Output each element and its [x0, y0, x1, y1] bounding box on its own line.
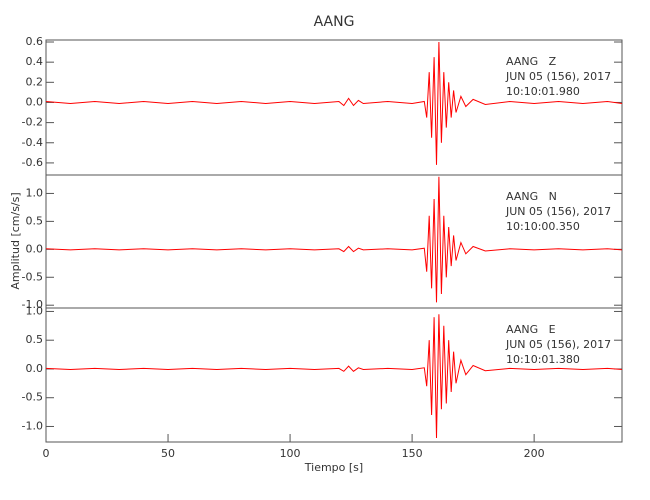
y-axis-label: Amplitud [cm/s/s] — [9, 192, 22, 289]
annotation: 10:10:00.350 — [506, 220, 580, 233]
y-tick-label: -0.6 — [22, 156, 43, 169]
y-tick-label: 0.0 — [26, 95, 44, 108]
y-tick-label: -0.4 — [22, 136, 43, 149]
annotation: JUN 05 (156), 2017 — [505, 70, 611, 83]
annotation: 10:10:01.380 — [506, 353, 580, 366]
annotation: AANG Z — [506, 55, 557, 68]
annotation: JUN 05 (156), 2017 — [505, 205, 611, 218]
annotation: 10:10:01.980 — [506, 85, 580, 98]
y-tick-label: -1.0 — [22, 298, 43, 311]
y-tick-label: -0.2 — [22, 116, 43, 129]
y-tick-label: 0.0 — [26, 362, 44, 375]
y-tick-label: 1.0 — [26, 304, 44, 317]
y-tick-label: 0.2 — [26, 75, 44, 88]
trace — [45, 176, 623, 303]
y-tick-label: 0.5 — [26, 214, 44, 227]
y-tick-label: 1.0 — [26, 186, 44, 199]
x-tick-label: 50 — [161, 447, 175, 460]
y-tick-label: 0.6 — [26, 35, 44, 48]
y-tick-label: 0.4 — [26, 55, 44, 68]
x-tick-label: 150 — [402, 447, 423, 460]
x-tick-label: 200 — [524, 447, 545, 460]
y-tick-label: -0.5 — [22, 391, 43, 404]
x-tick-label: 100 — [280, 447, 301, 460]
trace — [45, 41, 623, 165]
plot-frame — [45, 307, 623, 443]
annotation: JUN 05 (156), 2017 — [505, 338, 611, 351]
y-tick-label: 0.5 — [26, 333, 44, 346]
trace — [45, 314, 623, 439]
chart-title: AANG — [314, 14, 355, 30]
x-tick-label: 0 — [43, 447, 50, 460]
y-tick-label: -1.0 — [22, 419, 43, 432]
y-tick-label: 0.0 — [26, 242, 44, 255]
y-tick-label: -0.5 — [22, 270, 43, 283]
x-axis-label: Tiempo [s] — [304, 461, 363, 474]
annotation: AANG N — [506, 190, 557, 203]
annotation: AANG E — [506, 323, 556, 336]
